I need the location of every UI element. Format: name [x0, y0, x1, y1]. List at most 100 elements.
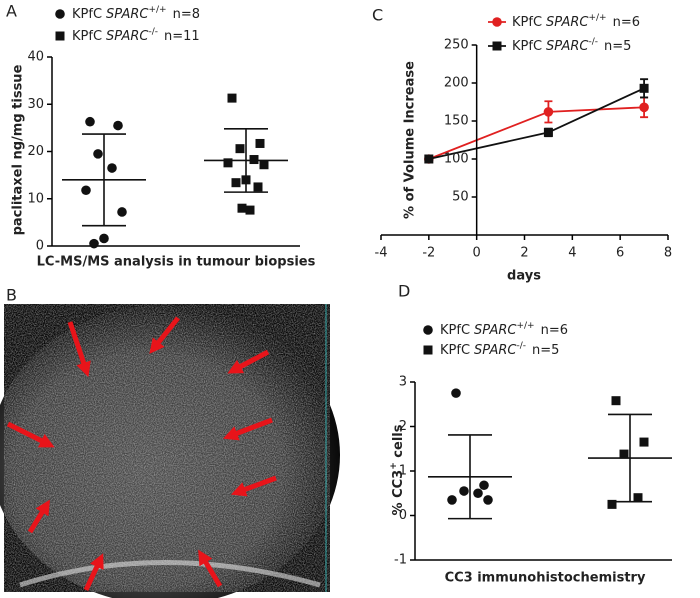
data-point [543, 127, 553, 137]
legend-genotype: -/- [148, 27, 158, 37]
x-tick-label: 6 [616, 246, 624, 261]
x-tick-label: -2 [422, 246, 435, 261]
legend-genotype: +/+ [516, 321, 534, 331]
legend-gene: SPARC [546, 39, 589, 54]
ultrasound-image [0, 304, 340, 598]
legend-label: KPfC SPARC+/+ n=8 [72, 5, 200, 22]
legend-n: n=6 [613, 15, 640, 30]
y-tick-label: 150 [444, 114, 469, 129]
data-point [89, 238, 99, 249]
y-tick-label: 30 [27, 97, 44, 112]
data-point [473, 488, 483, 499]
legend-n: n=5 [532, 343, 559, 358]
panel-label: C [372, 6, 383, 25]
data-point [117, 207, 127, 217]
data-point [611, 396, 621, 406]
y-tick-label: 3 [399, 375, 407, 390]
legend-gene: SPARC [474, 323, 517, 338]
legend-label: KPfC SPARC+/+ n=6 [440, 321, 568, 338]
legend-label: KPfC SPARC-/- n=11 [72, 27, 200, 44]
legend-name: KPfC [440, 323, 470, 338]
panel-label: B [6, 286, 17, 305]
data-point [85, 116, 95, 127]
data-point [55, 31, 65, 41]
y-tick-label: 100 [444, 152, 469, 167]
data-point [423, 325, 433, 335]
y-axis-label-part: % CC3 [391, 470, 406, 516]
data-point [237, 203, 247, 213]
legend-name: KPfC [512, 15, 542, 30]
data-point [543, 107, 554, 117]
data-point [619, 449, 629, 459]
data-point [93, 149, 103, 159]
data-point [99, 233, 109, 244]
y-tick-label: 2 [399, 419, 407, 434]
x-tick-label: 4 [568, 246, 576, 261]
legend-gene: SPARC [546, 15, 589, 30]
y-axis-label: % of Volume Increase [403, 61, 418, 219]
data-point [259, 160, 269, 170]
y-tick-label: 0 [399, 508, 407, 523]
legend-label: KPfC SPARC-/- n=5 [440, 341, 559, 358]
data-point [253, 182, 263, 192]
data-point [227, 93, 237, 103]
data-point [223, 158, 233, 168]
data-point [231, 178, 241, 188]
x-tick-label: 0 [473, 246, 481, 261]
data-point [235, 144, 245, 154]
y-axis-label: paclitaxel ng/mg tissue [11, 64, 26, 235]
y-tick-label: 20 [27, 144, 44, 159]
data-point [255, 138, 265, 148]
data-point [107, 163, 117, 173]
legend-genotype: +/+ [588, 13, 606, 23]
data-point [483, 495, 493, 505]
x-axis-label: LC-MS/MS analysis in tumour biopsies [37, 255, 316, 270]
legend-name: KPfC [512, 39, 542, 54]
x-axis-label: days [507, 269, 541, 284]
y-tick-label: 10 [27, 191, 44, 206]
legend-name: KPfC [440, 343, 470, 358]
legend-genotype: -/- [588, 37, 598, 47]
data-point [479, 480, 489, 491]
legend-n: n=11 [164, 29, 200, 44]
data-point [55, 9, 65, 19]
legend-n: n=6 [541, 323, 568, 338]
data-point [459, 486, 469, 496]
y-tick-label: 50 [452, 190, 469, 205]
data-point [492, 17, 502, 27]
y-axis-label: % CC3+ cells [389, 424, 406, 515]
legend-gene: SPARC [106, 7, 149, 22]
y-axis-label-sup: + [389, 462, 399, 470]
data-point [607, 499, 617, 509]
data-point [639, 437, 649, 447]
legend-genotype: +/+ [148, 5, 166, 15]
y-tick-label: 0 [36, 239, 44, 254]
legend-label: KPfC SPARC+/+ n=6 [512, 13, 640, 30]
data-point [81, 185, 91, 196]
x-tick-label: -4 [375, 246, 388, 261]
legend-genotype: -/- [516, 341, 526, 351]
data-point [447, 495, 457, 505]
y-axis-label-part: cells [391, 424, 406, 462]
data-point [492, 41, 502, 51]
data-point [245, 205, 255, 215]
y-tick-label: 200 [444, 76, 469, 91]
legend-label: KPfC SPARC-/- n=5 [512, 37, 631, 54]
data-point [451, 388, 461, 398]
data-point [424, 154, 434, 164]
panel-label: D [398, 282, 410, 301]
y-tick-label: 40 [27, 50, 44, 65]
legend-gene: SPARC [474, 343, 517, 358]
legend-name: KPfC [72, 29, 102, 44]
legend-gene: SPARC [106, 29, 149, 44]
data-point [423, 345, 433, 355]
data-point [249, 155, 259, 165]
data-point [113, 120, 123, 131]
data-point [633, 493, 643, 503]
x-tick-label: 2 [520, 246, 528, 261]
y-tick-label: -1 [394, 553, 407, 568]
y-tick-label: 1 [399, 464, 407, 479]
panel-label: A [6, 2, 17, 21]
legend-n: n=8 [173, 7, 200, 22]
